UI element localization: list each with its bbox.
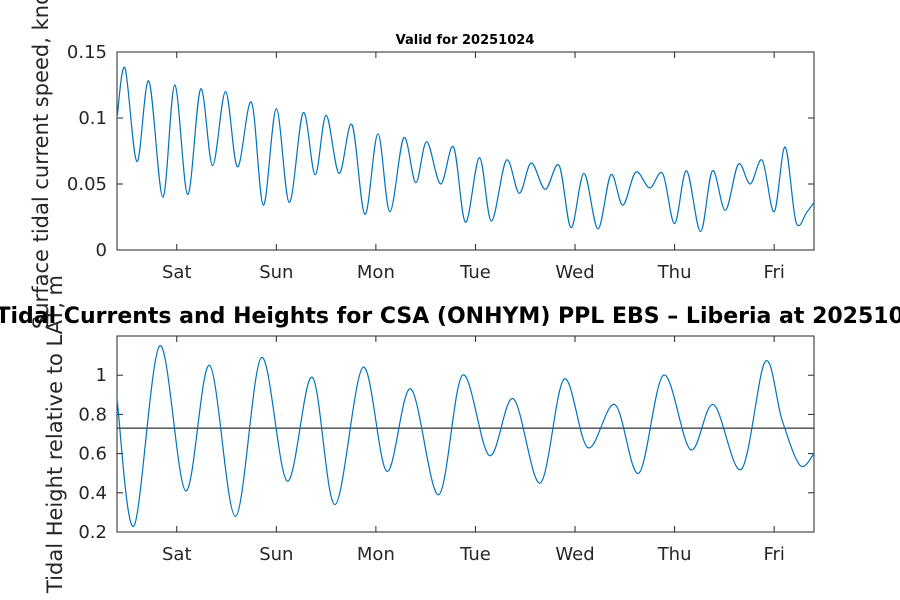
current-chart-title: Valid for 20251024 [396, 33, 535, 48]
current-xtick-label: Wed [555, 262, 594, 283]
height-ylabel: Tidal Height relative to LAT, m [43, 275, 67, 594]
current-ytick-label: 0 [96, 240, 107, 261]
figure-title: Tidal Currents and Heights for CSA (ONHY… [0, 304, 900, 329]
current-axes-box [116, 51, 815, 251]
tidal-height-series-line [116, 345, 815, 527]
tidal-height-axes: 0.2 0.4 0.6 0.8 1 Sat Sun Mon Tue Wed Thu Fri Tida… [43, 275, 815, 594]
current-xtick-label: Fri [763, 262, 784, 283]
height-xtick-label: Sun [259, 544, 293, 565]
current-ytick-label: 0.15 [67, 42, 107, 63]
current-xtick-label: Sun [259, 262, 293, 283]
current-xticks: Sat Sun Mon Tue Wed Thu Fri [162, 52, 785, 283]
height-ytick-label: 0.2 [78, 522, 107, 543]
current-ylabel: Surface tidal current speed, knots [29, 0, 53, 329]
current-ytick-label: 0.05 [67, 174, 107, 195]
height-axes-box [116, 335, 815, 533]
height-ytick-label: 0.4 [78, 483, 107, 504]
height-xticks: Sat Sun Mon Tue Wed Thu Fri [162, 336, 785, 565]
current-speed-series-line [116, 66, 815, 233]
height-ytick-label: 0.8 [78, 404, 107, 425]
current-speed-axes: Valid for 20251024 0 0.05 0.1 0.15 Sat Sun Mo… [29, 0, 815, 329]
height-xtick-label: Tue [459, 544, 491, 565]
height-xtick-label: Mon [357, 544, 395, 565]
height-ytick-label: 0.6 [78, 444, 107, 465]
current-xtick-label: Sat [162, 262, 192, 283]
current-xtick-label: Thu [657, 262, 692, 283]
height-xtick-label: Wed [555, 544, 594, 565]
height-xtick-label: Thu [657, 544, 692, 565]
current-xtick-label: Tue [459, 262, 491, 283]
height-xtick-label: Fri [763, 544, 784, 565]
current-ytick-label: 0.1 [78, 108, 107, 129]
height-xtick-label: Sat [162, 544, 192, 565]
height-yticks: 0.2 0.4 0.6 0.8 1 [78, 365, 814, 543]
current-yticks: 0 0.05 0.1 0.15 [67, 42, 814, 261]
current-xtick-label: Mon [357, 262, 395, 283]
height-ytick-label: 1 [96, 365, 107, 386]
